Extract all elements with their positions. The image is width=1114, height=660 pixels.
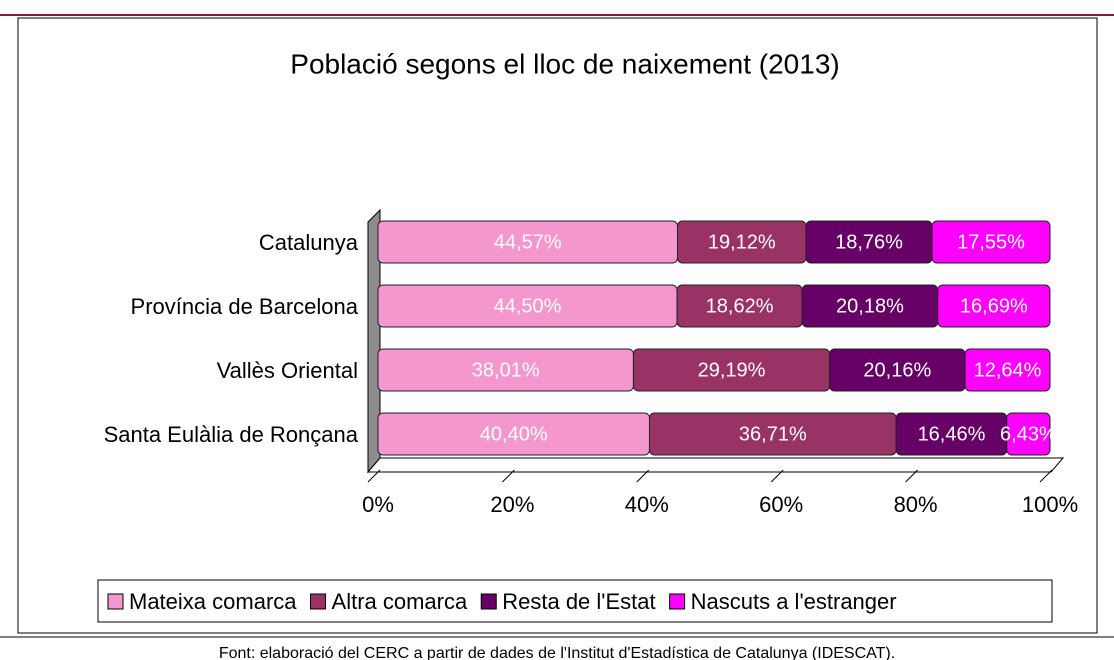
x-tick	[770, 469, 784, 483]
bar-value-label: 38,01%	[472, 359, 540, 381]
legend-swatch	[310, 593, 327, 610]
bar-value-label: 40,40%	[480, 423, 548, 445]
bar-value-label: 19,12%	[708, 231, 776, 253]
legend-frame	[97, 579, 1053, 623]
bar-value-label: 16,46%	[918, 423, 986, 445]
x-tick-label: 60%	[759, 492, 803, 517]
floor	[366, 457, 1065, 473]
chart-title: Població segons el lloc de naixement (20…	[290, 48, 839, 79]
legend-label: Mateixa comarca	[129, 589, 297, 614]
bar-value-label: 20,16%	[863, 359, 931, 381]
bar-segment	[937, 284, 1051, 328]
x-tick-label: 0%	[362, 492, 394, 517]
y-tick-label: Vallès Oriental	[217, 358, 358, 383]
bar-segment	[931, 220, 1051, 264]
bar-value-label: 36,71%	[739, 423, 807, 445]
bar-value-label: 29,19%	[698, 359, 766, 381]
y-tick-label: Catalunya	[259, 230, 359, 255]
bar-value-label: 20,18%	[836, 295, 904, 317]
bar-segment	[964, 348, 1051, 392]
x-tick	[367, 469, 381, 483]
x-tick-label: 100%	[1022, 492, 1078, 517]
legend-swatch	[107, 593, 124, 610]
x-tick-label: 40%	[625, 492, 669, 517]
legend-swatch	[480, 593, 497, 610]
legend-label: Nascuts a l'estranger	[691, 589, 897, 614]
y-tick-label: Província de Barcelona	[131, 294, 359, 319]
bar-value-label: 17,55%	[957, 231, 1025, 253]
bar-value-label: 18,76%	[835, 231, 903, 253]
x-tick-label: 20%	[490, 492, 534, 517]
source-note: Font: elaboració del CERC a partir de da…	[219, 645, 895, 660]
x-tick	[905, 469, 918, 483]
bar-value-label: 44,50%	[494, 295, 562, 317]
legend-label: Altra comarca	[332, 589, 468, 614]
bar-segment	[1006, 412, 1051, 456]
bar-value-label: 44,57%	[494, 231, 562, 253]
legend-label: Resta de l'Estat	[502, 589, 655, 614]
legend-swatch	[669, 593, 686, 610]
x-tick-label: 80%	[894, 492, 938, 517]
bar-value-label: 18,62%	[706, 295, 774, 317]
x-tick	[502, 469, 515, 483]
x-tick	[636, 469, 650, 483]
y-tick-label: Santa Eulàlia de Ronçana	[104, 422, 359, 447]
bar-value-label: 16,69%	[960, 295, 1028, 317]
bar-value-label: 12,64%	[974, 359, 1042, 381]
x-tick	[1039, 469, 1053, 483]
bar-value-label: 6,43%	[1000, 423, 1057, 445]
